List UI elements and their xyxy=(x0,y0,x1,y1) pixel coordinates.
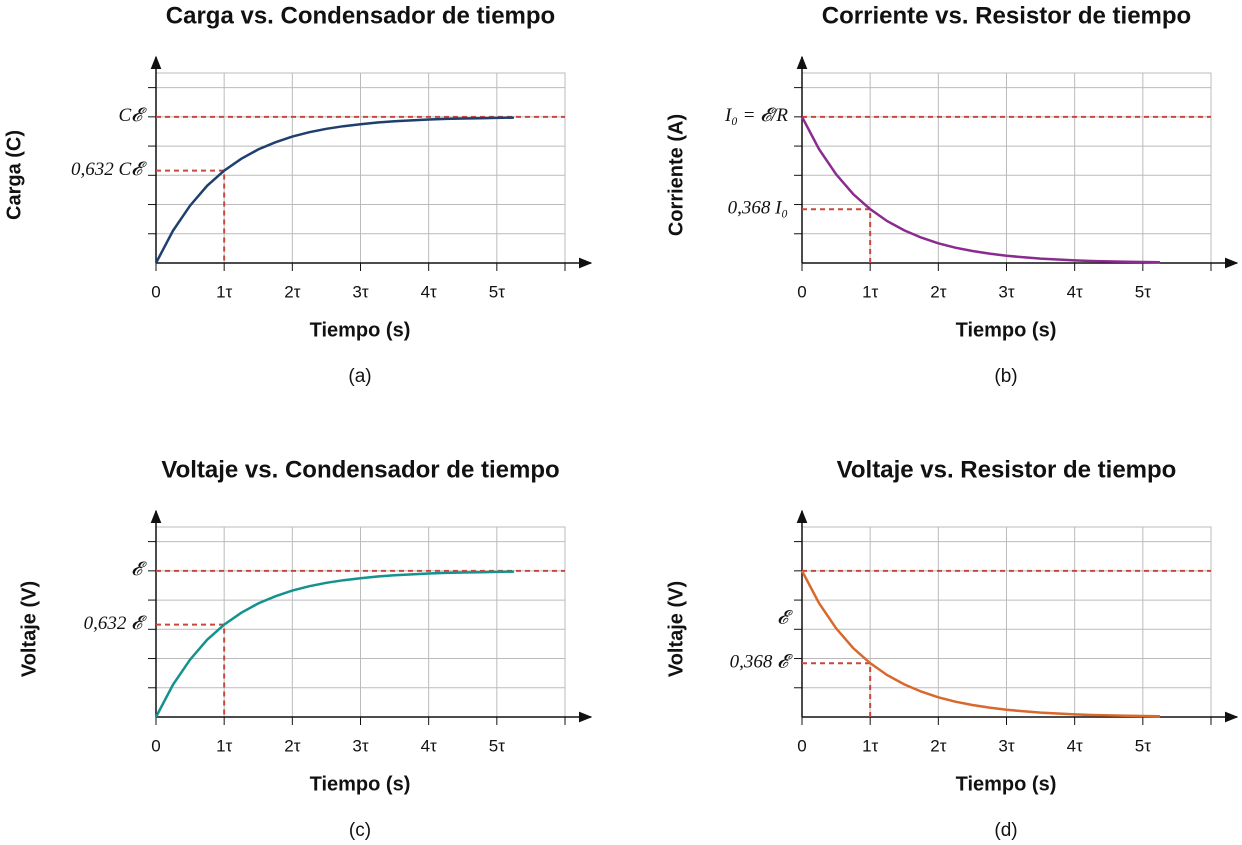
x-tick-label: 2τ xyxy=(930,736,946,755)
x-tick-label: 4τ xyxy=(421,736,437,755)
x-tick-label: 3τ xyxy=(352,736,368,755)
annotation-label: 0,632 𝓔 xyxy=(84,613,148,634)
y-tick-label: I₀ = 𝓔/R xyxy=(724,105,788,126)
x-tick-label: 1τ xyxy=(862,736,878,755)
caption: (b) xyxy=(994,366,1017,387)
x-tick-label: 4τ xyxy=(1067,282,1083,301)
y-axis-label: Voltaje (V) xyxy=(18,581,40,677)
x-tick-label: 4τ xyxy=(1067,736,1083,755)
x-tick-label: 0 xyxy=(151,736,160,755)
x-tick-label: 3τ xyxy=(352,282,368,301)
line xyxy=(154,570,514,718)
annotation-label: 0,632 C𝓔 xyxy=(71,159,147,180)
x-tick-label: 3τ xyxy=(998,736,1014,755)
x-tick-label: 1τ xyxy=(862,282,878,301)
x-tick-label: 2τ xyxy=(284,282,300,301)
x-tick-label: 1τ xyxy=(216,282,232,301)
line xyxy=(154,116,514,264)
x-tick-label: 4τ xyxy=(421,282,437,301)
guide-line xyxy=(802,208,872,263)
y-axis-label: Corriente (A) xyxy=(665,114,687,236)
y-axis-label: Voltaje (V) xyxy=(665,581,687,677)
x-tick-label: 0 xyxy=(151,282,160,301)
x-tick-label: 3τ xyxy=(998,282,1014,301)
caption: (c) xyxy=(349,820,371,841)
x-tick-label: 2τ xyxy=(930,282,946,301)
x-tick-label: 5τ xyxy=(489,282,505,301)
x-tick-label: 0 xyxy=(797,282,806,301)
x-tick-label: 5τ xyxy=(1135,282,1151,301)
x-tick-label: 2τ xyxy=(284,736,300,755)
x-axis-label: Tiempo (s) xyxy=(956,319,1057,341)
chart-title: Carga vs. Condensador de tiempo xyxy=(166,2,555,29)
guide-line xyxy=(156,169,226,263)
x-tick-label: 5τ xyxy=(489,736,505,755)
x-axis-label: Tiempo (s) xyxy=(310,319,411,341)
x-axis-label: Tiempo (s) xyxy=(956,773,1057,795)
annotation-label: 0,368 I₀ xyxy=(728,198,788,219)
y-tick-label: C𝓔 xyxy=(118,105,147,126)
chart-title: Voltaje vs. Condensador de tiempo xyxy=(161,456,559,483)
caption: (a) xyxy=(348,366,371,387)
x-tick-label: 0 xyxy=(797,736,806,755)
chart-title: Corriente vs. Resistor de tiempo xyxy=(822,2,1191,29)
guide-line xyxy=(156,623,226,717)
guide-line xyxy=(802,662,872,717)
x-axis-label: Tiempo (s) xyxy=(310,773,411,795)
line xyxy=(800,570,1160,718)
line xyxy=(800,116,1160,264)
chart-title: Voltaje vs. Resistor de tiempo xyxy=(837,456,1177,483)
y-axis-label: Carga (C) xyxy=(3,130,25,220)
y-tick-label: 𝓔 xyxy=(131,559,147,580)
caption: (d) xyxy=(994,820,1017,841)
x-tick-label: 5τ xyxy=(1135,736,1151,755)
x-tick-label: 1τ xyxy=(216,736,232,755)
annotation-label: 0,368 𝓔 xyxy=(730,652,794,673)
annotation-label: 𝓔 xyxy=(777,607,793,628)
